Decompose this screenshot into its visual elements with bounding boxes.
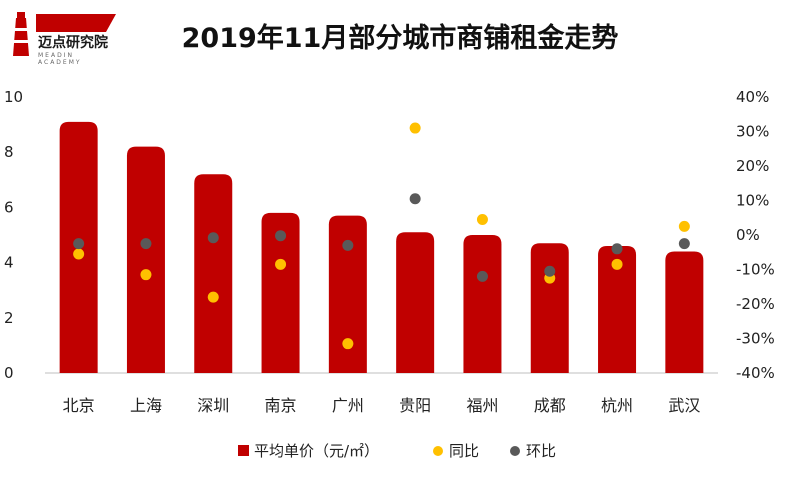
category-label: 成都 bbox=[534, 396, 566, 415]
yoy-point-上海 bbox=[140, 269, 152, 281]
yoy-point-深圳 bbox=[207, 291, 219, 303]
left-axis-tick-label: 8 bbox=[4, 143, 14, 161]
mom-point-贵阳 bbox=[409, 193, 421, 205]
yoy-point-杭州 bbox=[611, 258, 623, 270]
mom-point-深圳 bbox=[207, 232, 219, 244]
right-axis-tick-label: 40% bbox=[736, 88, 769, 106]
bar-贵阳 bbox=[396, 232, 435, 373]
mom-point-成都 bbox=[544, 265, 556, 277]
lighthouse-icon bbox=[13, 12, 29, 56]
right-axis-tick-label: -10% bbox=[736, 261, 775, 279]
logo-subtitle: MEADIN ACADEMY bbox=[38, 52, 82, 66]
right-axis-tick-label: 0% bbox=[736, 226, 760, 244]
bar-杭州 bbox=[598, 246, 637, 373]
category-label: 广州 bbox=[332, 396, 364, 415]
yoy-point-福州 bbox=[476, 213, 488, 225]
category-label: 武汉 bbox=[668, 396, 700, 415]
left-axis-tick-label: 2 bbox=[4, 309, 14, 327]
bar-成都 bbox=[530, 243, 569, 373]
category-label: 深圳 bbox=[197, 396, 229, 415]
legend-swatch-price bbox=[238, 445, 249, 456]
right-axis-tick-label: -20% bbox=[736, 295, 775, 313]
right-axis-tick-label: -30% bbox=[736, 330, 775, 348]
yoy-point-广州 bbox=[342, 338, 354, 350]
bar-深圳 bbox=[194, 174, 233, 373]
chart-title: 2019年11月部分城市商铺租金走势 bbox=[181, 23, 619, 54]
legend-swatch-yoy bbox=[433, 446, 443, 456]
bar-广州 bbox=[328, 215, 367, 373]
left-axis-tick-label: 10 bbox=[4, 88, 23, 106]
bar-福州 bbox=[463, 235, 502, 373]
left-axis-tick-label: 4 bbox=[4, 254, 14, 272]
bar-南京 bbox=[261, 212, 300, 373]
legend-label: 平均单价（元/㎡） bbox=[254, 442, 379, 460]
mom-point-武汉 bbox=[678, 238, 690, 250]
right-axis-tick-label: 10% bbox=[736, 192, 769, 210]
mom-point-杭州 bbox=[611, 243, 623, 255]
mom-point-上海 bbox=[140, 238, 152, 250]
yoy-point-贵阳 bbox=[409, 122, 421, 134]
category-label: 杭州 bbox=[601, 396, 633, 415]
yoy-point-北京 bbox=[73, 248, 85, 260]
legend-label: 同比 bbox=[449, 442, 479, 460]
mom-point-北京 bbox=[73, 238, 85, 250]
right-axis-tick-label: 30% bbox=[736, 123, 769, 141]
legend-label: 环比 bbox=[526, 442, 556, 460]
mom-point-广州 bbox=[342, 239, 354, 251]
yoy-point-武汉 bbox=[678, 220, 690, 232]
left-axis-tick-label: 6 bbox=[4, 198, 14, 216]
category-label: 北京 bbox=[63, 396, 95, 415]
bar-武汉 bbox=[665, 251, 704, 373]
mom-point-南京 bbox=[275, 230, 287, 242]
legend-swatch-mom bbox=[510, 446, 520, 456]
category-label: 南京 bbox=[265, 396, 297, 415]
right-axis-tick-label: 20% bbox=[736, 157, 769, 175]
logo-name: 迈点研究院 bbox=[38, 35, 108, 51]
mom-point-福州 bbox=[476, 270, 488, 282]
category-label: 上海 bbox=[130, 396, 162, 415]
yoy-point-南京 bbox=[275, 258, 287, 270]
brand-logo: 迈点研究院 MEADIN ACADEMY bbox=[6, 10, 116, 66]
bar-上海 bbox=[126, 146, 165, 373]
right-axis-tick-label: -40% bbox=[736, 364, 775, 382]
left-axis-tick-label: 0 bbox=[4, 364, 14, 382]
logo-banner bbox=[36, 14, 116, 32]
category-label: 贵阳 bbox=[399, 396, 431, 415]
category-label: 福州 bbox=[466, 396, 498, 415]
